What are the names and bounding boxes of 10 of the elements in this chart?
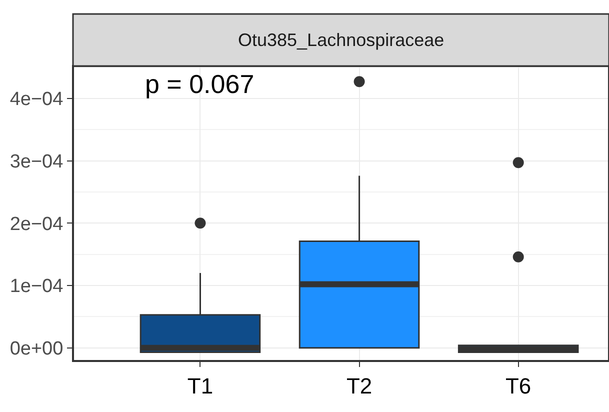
x-tick-label: T6 xyxy=(505,373,532,398)
y-tick-label: 1e−04 xyxy=(10,276,64,298)
y-tick-label: 3e−04 xyxy=(10,151,64,172)
chart-title: Otu385_Lachnospiraceae xyxy=(238,30,444,50)
y-tick-label: 4e−04 xyxy=(10,89,64,110)
x-tick-label: T2 xyxy=(346,373,372,398)
annotation: p = 0.067 xyxy=(145,69,254,99)
x-tick-label: T1 xyxy=(187,373,214,398)
y-tick-label: 0e+00 xyxy=(10,338,64,360)
y-tick-label: 2e−04 xyxy=(10,214,64,235)
